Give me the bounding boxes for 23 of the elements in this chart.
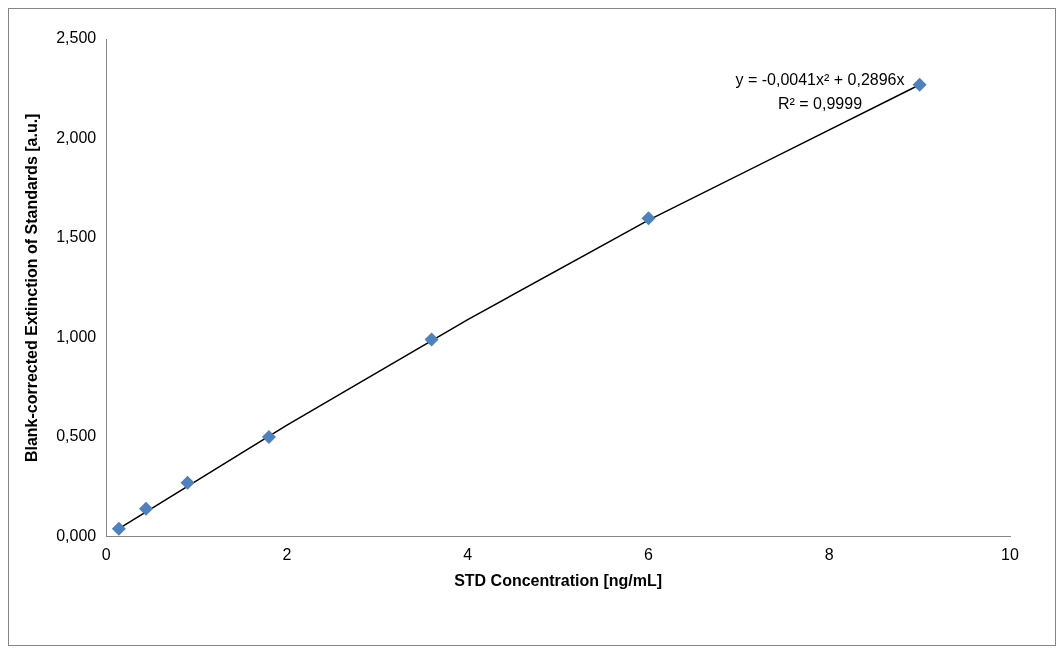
point: [424, 332, 439, 347]
point: [111, 521, 126, 536]
x-tick-label: 10: [1001, 545, 1019, 563]
point: [641, 211, 656, 226]
x-tick-label: 8: [824, 545, 834, 563]
y-tick-label: 2,000: [56, 128, 97, 146]
y-tick-label: 1,500: [56, 228, 97, 246]
y-tick-label: 0,500: [56, 427, 97, 445]
y-tick-label: 0,000: [56, 527, 97, 545]
x-tick-label: 4: [463, 545, 473, 563]
x-tick-label: 2: [282, 545, 292, 563]
y-tick-label: 1,000: [56, 327, 97, 345]
point: [180, 475, 195, 490]
point: [261, 430, 276, 445]
y-tick-label: 2,500: [56, 29, 97, 47]
x-tick-label: 0: [101, 545, 111, 563]
x-axis-title: STD Concentration [ng/mL]: [454, 571, 663, 589]
point: [912, 77, 927, 92]
annotation: R² = 0,9999: [777, 95, 863, 113]
point: [139, 501, 154, 516]
annotation: y = -0,0041x² + 0,2896x: [735, 71, 905, 89]
x-tick-label: 6: [644, 545, 654, 563]
y-axis-title: Blank-corrected Extinction of Standards [a.u.]: [23, 113, 41, 463]
